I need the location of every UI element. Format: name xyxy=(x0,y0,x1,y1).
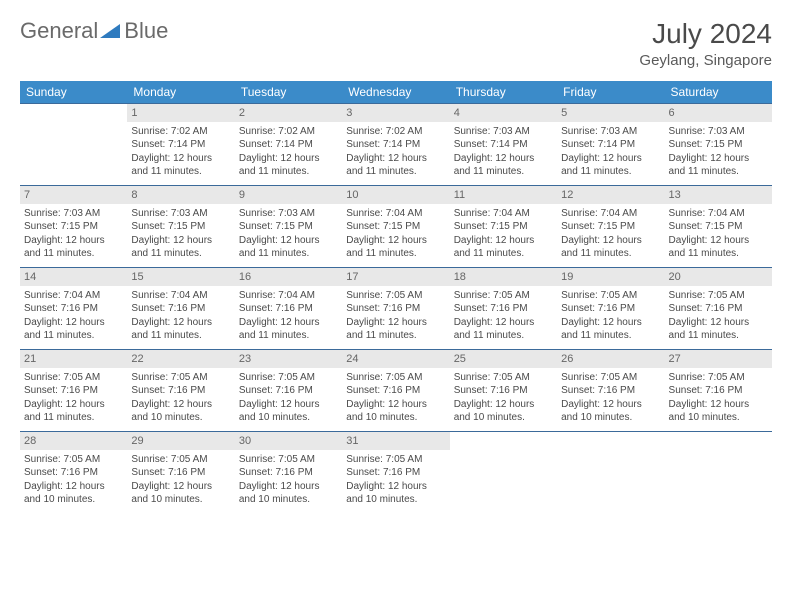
logo-triangle-icon xyxy=(100,22,122,40)
day-number-cell: 17 xyxy=(342,268,449,286)
day-content-cell: Sunrise: 7:05 AMSunset: 7:16 PMDaylight:… xyxy=(127,450,234,514)
day-content-cell xyxy=(20,122,127,186)
day-content-cell: Sunrise: 7:05 AMSunset: 7:16 PMDaylight:… xyxy=(665,368,772,432)
day-number-cell xyxy=(665,432,772,450)
day-number-cell: 30 xyxy=(235,432,342,450)
day-content-cell: Sunrise: 7:05 AMSunset: 7:16 PMDaylight:… xyxy=(665,286,772,350)
day-content-cell: Sunrise: 7:03 AMSunset: 7:15 PMDaylight:… xyxy=(20,204,127,268)
day-content-cell: Sunrise: 7:02 AMSunset: 7:14 PMDaylight:… xyxy=(235,122,342,186)
weekday-header: Saturday xyxy=(665,81,772,104)
day-number-row: 28293031 xyxy=(20,432,772,450)
day-number-cell: 19 xyxy=(557,268,664,286)
day-content-cell: Sunrise: 7:02 AMSunset: 7:14 PMDaylight:… xyxy=(127,122,234,186)
day-number-cell: 24 xyxy=(342,350,449,368)
day-content-cell: Sunrise: 7:05 AMSunset: 7:16 PMDaylight:… xyxy=(127,368,234,432)
month-title: July 2024 xyxy=(639,18,772,50)
day-number-cell: 22 xyxy=(127,350,234,368)
day-content-cell xyxy=(450,450,557,514)
day-content-row: Sunrise: 7:04 AMSunset: 7:16 PMDaylight:… xyxy=(20,286,772,350)
day-number-row: 78910111213 xyxy=(20,186,772,204)
logo: General Blue xyxy=(20,18,168,44)
day-number-cell: 5 xyxy=(557,104,664,122)
day-number-cell: 28 xyxy=(20,432,127,450)
day-number-cell: 2 xyxy=(235,104,342,122)
day-content-cell: Sunrise: 7:02 AMSunset: 7:14 PMDaylight:… xyxy=(342,122,449,186)
day-number-cell xyxy=(557,432,664,450)
day-number-cell: 29 xyxy=(127,432,234,450)
day-content-cell: Sunrise: 7:04 AMSunset: 7:16 PMDaylight:… xyxy=(20,286,127,350)
day-number-cell xyxy=(450,432,557,450)
day-content-row: Sunrise: 7:03 AMSunset: 7:15 PMDaylight:… xyxy=(20,204,772,268)
day-content-cell: Sunrise: 7:03 AMSunset: 7:15 PMDaylight:… xyxy=(665,122,772,186)
location-text: Geylang, Singapore xyxy=(639,52,772,69)
day-content-row: Sunrise: 7:02 AMSunset: 7:14 PMDaylight:… xyxy=(20,122,772,186)
day-content-cell: Sunrise: 7:03 AMSunset: 7:14 PMDaylight:… xyxy=(450,122,557,186)
day-number-cell: 26 xyxy=(557,350,664,368)
weekday-header: Thursday xyxy=(450,81,557,104)
day-number-cell: 6 xyxy=(665,104,772,122)
day-content-cell: Sunrise: 7:04 AMSunset: 7:15 PMDaylight:… xyxy=(342,204,449,268)
day-number-cell: 14 xyxy=(20,268,127,286)
day-number-row: 14151617181920 xyxy=(20,268,772,286)
day-content-cell: Sunrise: 7:05 AMSunset: 7:16 PMDaylight:… xyxy=(557,286,664,350)
day-content-cell: Sunrise: 7:03 AMSunset: 7:15 PMDaylight:… xyxy=(235,204,342,268)
day-content-cell: Sunrise: 7:05 AMSunset: 7:16 PMDaylight:… xyxy=(557,368,664,432)
day-content-cell: Sunrise: 7:05 AMSunset: 7:16 PMDaylight:… xyxy=(342,368,449,432)
day-content-cell xyxy=(557,450,664,514)
logo-text-left: General xyxy=(20,18,98,44)
day-number-cell xyxy=(20,104,127,122)
day-number-cell: 31 xyxy=(342,432,449,450)
calendar-body: 123456Sunrise: 7:02 AMSunset: 7:14 PMDay… xyxy=(20,104,772,514)
day-number-cell: 3 xyxy=(342,104,449,122)
day-number-cell: 18 xyxy=(450,268,557,286)
day-content-cell: Sunrise: 7:05 AMSunset: 7:16 PMDaylight:… xyxy=(342,286,449,350)
day-content-cell xyxy=(665,450,772,514)
weekday-header: Friday xyxy=(557,81,664,104)
day-number-cell: 25 xyxy=(450,350,557,368)
weekday-header: Monday xyxy=(127,81,234,104)
day-content-cell: Sunrise: 7:04 AMSunset: 7:16 PMDaylight:… xyxy=(127,286,234,350)
day-number-cell: 16 xyxy=(235,268,342,286)
day-number-cell: 7 xyxy=(20,186,127,204)
day-number-cell: 9 xyxy=(235,186,342,204)
day-number-cell: 8 xyxy=(127,186,234,204)
day-content-row: Sunrise: 7:05 AMSunset: 7:16 PMDaylight:… xyxy=(20,450,772,514)
weekday-header: Sunday xyxy=(20,81,127,104)
day-number-row: 123456 xyxy=(20,104,772,122)
day-number-cell: 27 xyxy=(665,350,772,368)
day-number-cell: 10 xyxy=(342,186,449,204)
day-number-cell: 15 xyxy=(127,268,234,286)
weekday-header-row: SundayMondayTuesdayWednesdayThursdayFrid… xyxy=(20,81,772,104)
day-number-cell: 23 xyxy=(235,350,342,368)
day-content-cell: Sunrise: 7:04 AMSunset: 7:15 PMDaylight:… xyxy=(557,204,664,268)
day-content-row: Sunrise: 7:05 AMSunset: 7:16 PMDaylight:… xyxy=(20,368,772,432)
day-content-cell: Sunrise: 7:05 AMSunset: 7:16 PMDaylight:… xyxy=(450,368,557,432)
day-number-cell: 13 xyxy=(665,186,772,204)
day-content-cell: Sunrise: 7:04 AMSunset: 7:16 PMDaylight:… xyxy=(235,286,342,350)
weekday-header: Tuesday xyxy=(235,81,342,104)
day-number-cell: 1 xyxy=(127,104,234,122)
day-content-cell: Sunrise: 7:05 AMSunset: 7:16 PMDaylight:… xyxy=(20,450,127,514)
day-content-cell: Sunrise: 7:05 AMSunset: 7:16 PMDaylight:… xyxy=(450,286,557,350)
page-header: General Blue July 2024 Geylang, Singapor… xyxy=(20,18,772,69)
day-number-cell: 20 xyxy=(665,268,772,286)
day-content-cell: Sunrise: 7:04 AMSunset: 7:15 PMDaylight:… xyxy=(665,204,772,268)
calendar-table: SundayMondayTuesdayWednesdayThursdayFrid… xyxy=(20,81,772,514)
day-number-cell: 11 xyxy=(450,186,557,204)
day-content-cell: Sunrise: 7:05 AMSunset: 7:16 PMDaylight:… xyxy=(235,368,342,432)
logo-text-right: Blue xyxy=(124,18,168,44)
day-content-cell: Sunrise: 7:05 AMSunset: 7:16 PMDaylight:… xyxy=(20,368,127,432)
day-number-cell: 21 xyxy=(20,350,127,368)
day-content-cell: Sunrise: 7:03 AMSunset: 7:15 PMDaylight:… xyxy=(127,204,234,268)
day-content-cell: Sunrise: 7:05 AMSunset: 7:16 PMDaylight:… xyxy=(235,450,342,514)
title-block: July 2024 Geylang, Singapore xyxy=(639,18,772,69)
day-number-cell: 4 xyxy=(450,104,557,122)
day-number-row: 21222324252627 xyxy=(20,350,772,368)
day-content-cell: Sunrise: 7:04 AMSunset: 7:15 PMDaylight:… xyxy=(450,204,557,268)
day-number-cell: 12 xyxy=(557,186,664,204)
day-content-cell: Sunrise: 7:03 AMSunset: 7:14 PMDaylight:… xyxy=(557,122,664,186)
weekday-header: Wednesday xyxy=(342,81,449,104)
day-content-cell: Sunrise: 7:05 AMSunset: 7:16 PMDaylight:… xyxy=(342,450,449,514)
